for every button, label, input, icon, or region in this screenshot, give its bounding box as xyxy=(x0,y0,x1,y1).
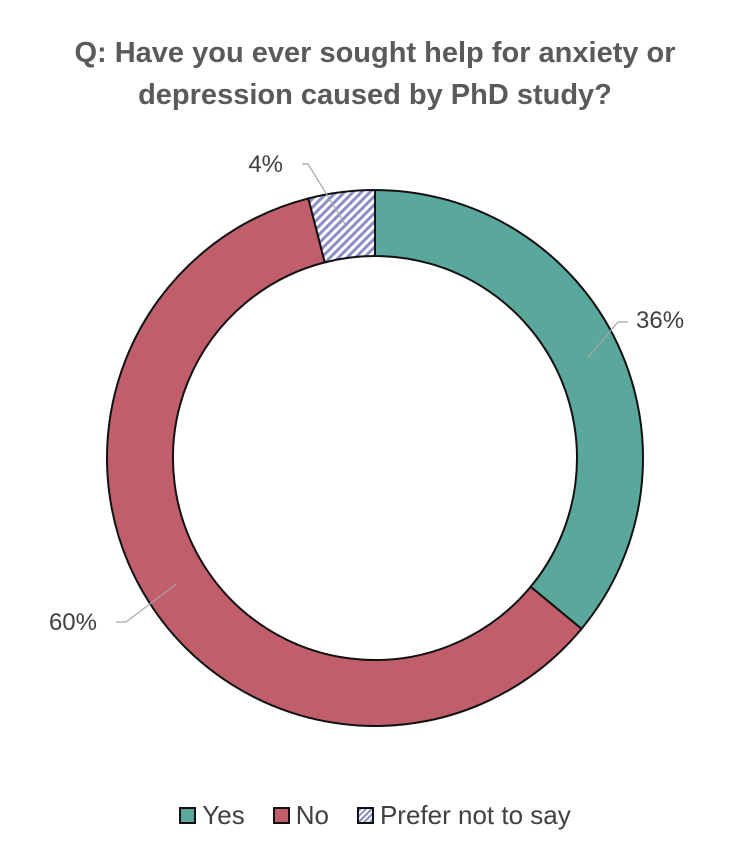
legend-swatch-no xyxy=(272,807,290,824)
data-label-no: 60% xyxy=(49,609,97,636)
legend-swatch-prefer-not-to-say xyxy=(356,807,374,824)
data-label-prefer-not-to-say: 4% xyxy=(248,151,283,178)
chart-title-line-2: depression caused by PhD study? xyxy=(138,79,612,111)
leader-line-yes xyxy=(587,321,628,359)
legend-item-prefer-not-to-say: Prefer not to say xyxy=(356,800,571,831)
slice-no xyxy=(106,197,583,727)
chart-title: Q: Have you ever sought help for anxiety… xyxy=(20,32,730,116)
donut-slices xyxy=(106,188,644,727)
data-label-yes: 36% xyxy=(636,307,684,334)
legend-item-no: No xyxy=(272,800,329,831)
legend-swatch-yes xyxy=(179,807,197,824)
data-labels: 36% 60% 4% xyxy=(49,151,684,636)
legend-label-no: No xyxy=(295,800,329,830)
legend-label-prefer-not-to-say: Prefer not to say xyxy=(379,800,571,830)
chart-title-line-1: Q: Have you ever sought help for anxiety… xyxy=(74,37,676,69)
leader-line-prefer-not-to-say xyxy=(302,163,347,226)
slice-prefer-not-to-say xyxy=(307,188,376,264)
slice-yes xyxy=(374,188,644,631)
legend-label-yes: Yes xyxy=(202,800,245,830)
leader-line-no xyxy=(116,583,177,623)
legend-item-yes: Yes xyxy=(179,800,245,831)
legend: Yes No Prefer not to say xyxy=(0,800,750,831)
